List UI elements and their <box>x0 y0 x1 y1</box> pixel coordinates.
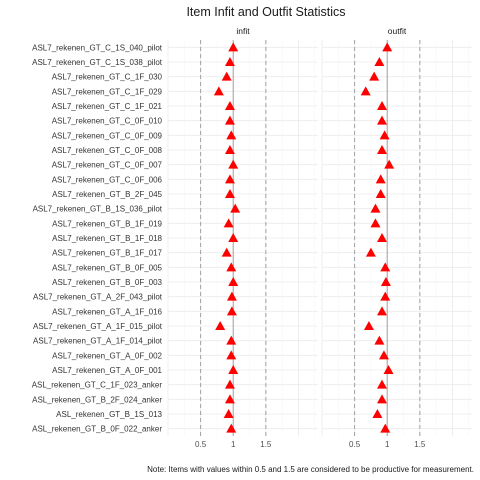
data-point-outfit <box>380 277 391 286</box>
data-point-infit <box>213 86 224 96</box>
data-point-outfit <box>380 262 391 272</box>
data-point-infit <box>228 365 239 374</box>
data-point-infit <box>215 321 226 330</box>
item-labels: ASL7_rekenen_GT_C_1S_040_pilot ASL7_reken… <box>32 43 163 433</box>
data-point-infit <box>226 130 237 140</box>
facet-label-outfit: outfit <box>388 26 407 36</box>
data-point-infit <box>228 277 239 286</box>
item-label: ASL7_rekenen_GT_C_1F_021 <box>52 102 163 111</box>
data-point-outfit <box>378 350 389 360</box>
data-point-infit <box>224 174 235 184</box>
data-point-outfit <box>374 57 385 66</box>
panel-outfit: outfit 0.5 1 1.5 <box>321 26 472 449</box>
data-point-infit <box>224 101 235 110</box>
item-label: ASL_rekenen_GT_B_1S_013 <box>56 410 162 419</box>
data-point-outfit <box>375 189 386 198</box>
item-label: ASL7_rekenen_GT_B_0F_003 <box>52 278 162 287</box>
chart-caption: Note: Items with values within 0.5 and 1… <box>147 465 474 474</box>
data-point-infit <box>224 145 235 154</box>
facet-label-infit: infit <box>236 26 250 36</box>
data-point-infit <box>224 379 235 389</box>
data-point-infit <box>230 203 241 213</box>
data-point-outfit <box>377 379 387 389</box>
data-point-infit <box>224 189 235 198</box>
data-point-outfit <box>380 291 391 301</box>
data-point-outfit <box>363 321 374 330</box>
item-label: ASL7_rekenen_GT_B_0F_005 <box>52 263 162 272</box>
data-point-infit <box>228 159 239 169</box>
data-point-outfit <box>377 101 387 110</box>
data-point-infit <box>223 409 234 418</box>
data-point-infit <box>228 233 239 242</box>
item-label: ASL7_rekenen_GT_B_1F_018 <box>52 234 162 243</box>
item-label: ASL7_rekenen_GT_A_1F_015_pilot <box>33 322 163 331</box>
chart-title: Item Infit and Outfit Statistics <box>186 5 345 19</box>
item-label: ASL7_rekenen_GT_B_2F_045 <box>52 190 162 199</box>
data-point-outfit <box>379 130 390 140</box>
item-label: ASL7_rekenen_GT_B_1S_036_pilot <box>33 205 163 214</box>
data-point-outfit <box>372 409 383 418</box>
item-label: ASL_rekenen_GT_B_0F_022_anker <box>32 425 162 434</box>
item-label: ASL7_rekenen_GT_C_1S_038_pilot <box>32 58 163 67</box>
data-point-infit <box>226 262 237 272</box>
x-tick-label: 1.5 <box>414 440 426 449</box>
item-label: ASL7_rekenen_GT_C_0F_008 <box>52 146 163 155</box>
data-point-infit <box>221 71 232 81</box>
item-label: ASL7_rekenen_GT_C_1F_030 <box>52 73 163 82</box>
item-label: ASL7_rekenen_GT_A_1F_016 <box>52 307 162 316</box>
data-point-outfit <box>382 42 393 52</box>
data-point-outfit <box>370 218 381 228</box>
data-point-infit <box>226 350 237 360</box>
data-point-outfit <box>374 335 385 345</box>
data-point-infit <box>226 306 237 316</box>
data-point-infit <box>221 247 232 257</box>
data-point-infit <box>224 57 235 66</box>
data-point-outfit <box>377 233 387 242</box>
data-point-infit <box>223 218 234 228</box>
data-point-outfit <box>380 423 391 433</box>
item-label: ASL7_rekenen_GT_A_0F_002 <box>52 351 162 360</box>
panel-infit: infit 0.5 1 1.5 <box>167 26 318 449</box>
item-label: ASL7_rekenen_GT_B_1F_017 <box>52 249 162 258</box>
data-point-outfit <box>377 115 387 125</box>
data-point-infit <box>224 115 235 125</box>
item-label: ASL7_rekenen_GT_A_2F_043_pilot <box>33 293 163 302</box>
data-point-outfit <box>375 174 386 184</box>
item-label: ASL7_rekenen_GT_B_1F_019 <box>52 219 162 228</box>
data-point-infit <box>226 335 237 345</box>
x-tick-label: 0.5 <box>195 440 207 449</box>
x-tick-label: 0.5 <box>349 440 361 449</box>
item-label: ASL7_rekenen_GT_C_0F_006 <box>52 175 163 184</box>
item-label: ASL7_rekenen_GT_C_0F_010 <box>52 117 163 126</box>
item-label: ASL7_rekenen_GT_C_1S_040_pilot <box>32 43 163 52</box>
facet-panels: infit 0.5 1 1.5 outfit 0.5 1 1.5 <box>167 26 472 449</box>
item-label: ASL7_rekenen_GT_C_0F_009 <box>52 131 163 140</box>
data-point-outfit <box>384 159 395 169</box>
data-point-outfit <box>370 203 381 213</box>
data-point-outfit <box>365 247 376 257</box>
data-point-outfit <box>383 365 394 374</box>
data-point-infit <box>224 394 235 404</box>
item-label: ASL7_rekenen_GT_A_0F_001 <box>52 366 162 375</box>
item-label: ASL_rekenen_GT_B_2F_024_anker <box>32 395 162 404</box>
data-point-infit <box>226 423 237 433</box>
item-label: ASL_rekenen_GT_C_1F_023_anker <box>32 381 163 390</box>
item-label: ASL7_rekenen_GT_C_0F_007 <box>52 161 163 170</box>
data-point-outfit <box>377 145 387 154</box>
x-tick-label: 1.5 <box>260 440 272 449</box>
data-point-outfit <box>377 394 387 404</box>
data-point-infit <box>228 42 239 52</box>
data-point-outfit <box>360 86 371 96</box>
x-tick-label: 1 <box>231 440 236 449</box>
item-label: ASL7_rekenen_GT_A_1F_014_pilot <box>33 337 163 346</box>
data-point-outfit <box>369 71 380 81</box>
item-label: ASL7_rekenen_GT_C_1F_029 <box>52 87 163 96</box>
x-tick-label: 1 <box>385 440 390 449</box>
data-point-outfit <box>377 306 387 316</box>
data-point-infit <box>226 291 237 301</box>
